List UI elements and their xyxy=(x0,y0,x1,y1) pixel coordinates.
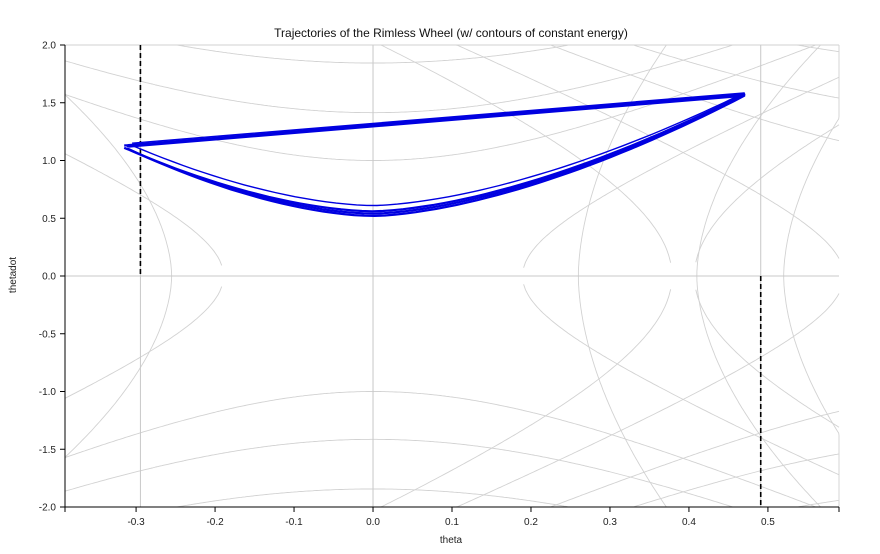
energy-contour xyxy=(65,453,840,508)
energy-contour xyxy=(64,286,223,399)
trajectory-cycle xyxy=(126,93,746,215)
x-tick-label: 0.4 xyxy=(682,517,696,528)
energy-contour xyxy=(523,76,840,268)
energy-contour xyxy=(65,44,840,53)
energy-contour xyxy=(65,44,840,259)
energy-contour xyxy=(65,293,840,508)
switching-surfaces xyxy=(139,45,762,507)
energy-contour xyxy=(64,44,839,161)
trajectory-cycle xyxy=(123,93,746,213)
trajectory-series xyxy=(123,92,746,217)
x-tick-label: 0.1 xyxy=(445,517,459,528)
energy-contour xyxy=(64,391,839,508)
energy-contour xyxy=(523,284,840,476)
x-tick-label: 0.3 xyxy=(603,517,617,528)
y-tick-label: 2.0 xyxy=(42,41,56,52)
trajectory-cycle xyxy=(131,92,745,207)
y-tick-label: -1.5 xyxy=(39,445,57,456)
x-tick-label: -0.1 xyxy=(285,517,303,528)
energy-contour xyxy=(64,44,839,114)
trajectory-cycle xyxy=(127,94,746,217)
x-tick-label: 0.5 xyxy=(761,517,775,528)
energy-contour xyxy=(65,44,840,99)
energy-contour xyxy=(64,153,223,266)
y-tick-label: -0.5 xyxy=(39,329,57,340)
energy-contour xyxy=(65,289,672,508)
x-tick-label: -0.2 xyxy=(206,517,224,528)
x-tick-label: 0.2 xyxy=(524,517,538,528)
x-tick-label: -0.3 xyxy=(127,517,145,528)
x-tick-label: 0.0 xyxy=(366,517,380,528)
energy-contour xyxy=(695,289,840,428)
energy-contour xyxy=(65,44,840,142)
chart-title: Trajectories of the Rimless Wheel (w/ co… xyxy=(274,26,628,40)
y-tick-label: 1.0 xyxy=(42,156,56,167)
y-axis-label: thetadot xyxy=(8,257,19,293)
y-tick-label: -1.0 xyxy=(39,387,57,398)
y-tick-label: 1.5 xyxy=(42,98,56,109)
y-ticks: -2.0 -1.5 -1.0 -0.5 0.0 0.5 1.0 1.5 2.0 xyxy=(39,41,65,514)
energy-contour xyxy=(64,438,839,508)
y-tick-label: -2.0 xyxy=(39,503,57,514)
y-tick-label: 0.5 xyxy=(42,214,56,225)
x-ticks: -0.3 -0.2 -0.1 0.0 0.1 0.2 0.3 0.4 0.5 xyxy=(64,507,840,528)
energy-contour xyxy=(695,124,840,263)
x-axis-label: theta xyxy=(440,535,463,546)
y-tick-label: 0.0 xyxy=(42,272,56,283)
energy-contour xyxy=(65,44,672,263)
reference-lines xyxy=(65,45,839,507)
energy-contour xyxy=(65,410,840,508)
